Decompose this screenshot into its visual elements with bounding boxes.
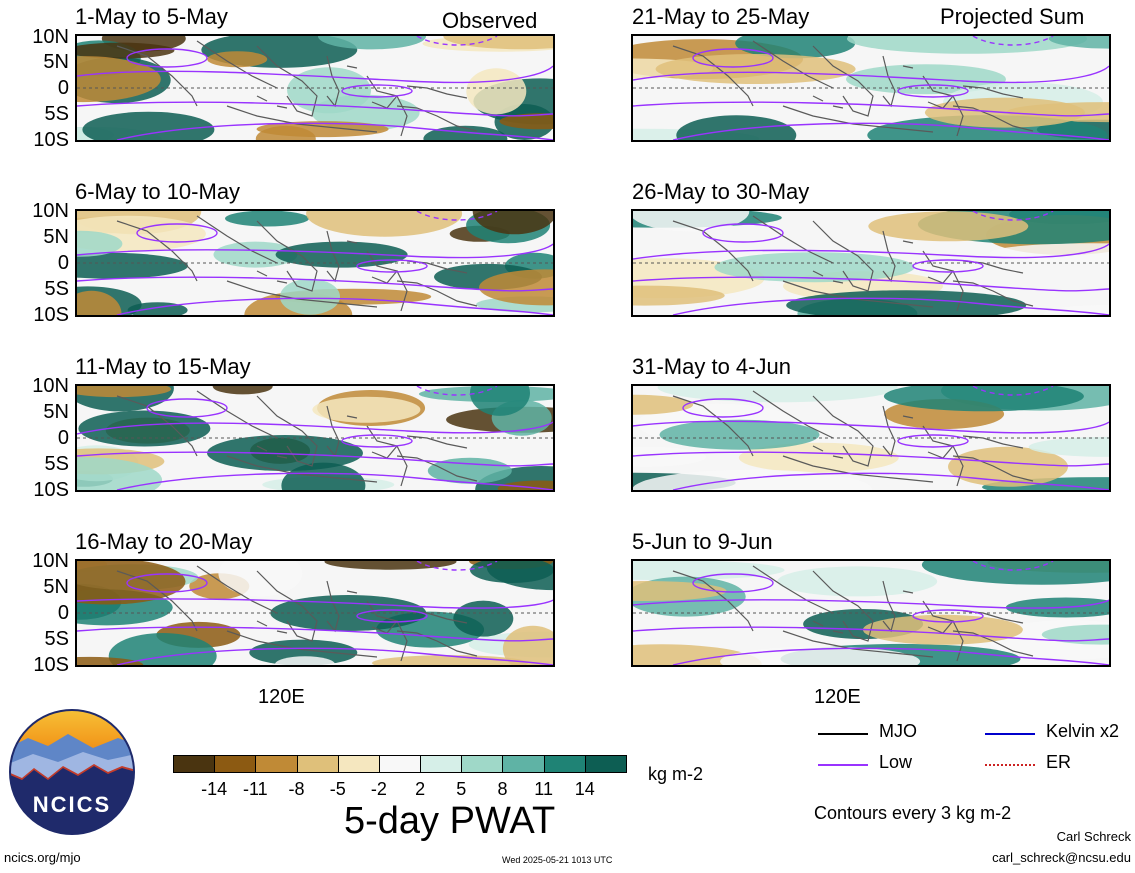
footer-email: carl_schreck@ncsu.edu [992, 850, 1131, 865]
lon-label-right: 120E [814, 686, 861, 708]
colorbar-label: -14 [201, 779, 228, 799]
colorbar-swatch [296, 755, 339, 773]
lat-tick-5n: 5N [43, 401, 69, 423]
map-field [633, 36, 1109, 140]
footer-timestamp: Wed 2025-05-21 1013 UTC [502, 855, 613, 865]
colorbar-swatch [173, 755, 216, 773]
lat-tick-0: 0 [57, 427, 69, 449]
map-panel-3 [75, 384, 555, 492]
colorbar-label: 11 [534, 779, 553, 799]
panel-title-3: 11-May to 15-May [75, 354, 251, 379]
colorbar-swatch [214, 755, 257, 773]
lat-tick-5s: 5S [44, 103, 69, 125]
legend-line-mjo [818, 733, 868, 735]
lat-tick-5s: 5S [44, 278, 69, 300]
map-field [633, 561, 1109, 665]
colorbar-label: -8 [288, 779, 305, 799]
projected-sum-label: Projected Sum [940, 4, 1085, 29]
lat-tick-0: 0 [57, 252, 69, 274]
ncics-logo-text: NCICS [33, 792, 111, 817]
lat-tick-10s: 10S [33, 654, 69, 676]
legend-label-mjo: MJO [879, 721, 917, 741]
colorbar-units: kg m-2 [648, 764, 704, 784]
map-field [77, 386, 553, 490]
panel-title-1: 1-May to 5-May [75, 4, 228, 29]
lat-tick-5n: 5N [43, 576, 69, 598]
lat-tick-5n: 5N [43, 226, 69, 248]
map-field [77, 36, 553, 140]
footer-url: ncics.org/mjo [4, 850, 81, 865]
colorbar-label: 5 [456, 779, 467, 799]
map-panel-1 [75, 34, 555, 142]
lat-tick-5s: 5S [44, 628, 69, 650]
colorbar-swatch [502, 755, 545, 773]
observed-label: Observed [442, 8, 538, 33]
colorbar-label: -2 [370, 779, 387, 799]
colorbar-swatch [584, 755, 627, 773]
lat-tick-10n: 10N [32, 550, 69, 572]
lat-tick-10s: 10S [33, 479, 69, 501]
colorbar-swatch [543, 755, 586, 773]
panel-title-2: 6-May to 10-May [75, 179, 241, 204]
lat-tick-5s: 5S [44, 453, 69, 475]
map-panel-8 [631, 559, 1111, 667]
colorbar-label: 8 [497, 779, 508, 799]
panel-title-7: 31-May to 4-Jun [632, 354, 791, 379]
legend-line-er [985, 764, 1035, 766]
legend-line-low [818, 764, 868, 766]
map-panel-2 [75, 209, 555, 317]
colorbar-swatch [420, 755, 463, 773]
map-field [77, 211, 553, 315]
panel-title-6: 26-May to 30-May [632, 179, 810, 204]
panel-title-4: 16-May to 20-May [75, 529, 253, 554]
map-field [633, 211, 1109, 315]
colorbar-label: 14 [574, 779, 595, 799]
colorbar-label: -11 [243, 779, 268, 799]
colorbar-title: 5-day PWAT [344, 800, 556, 842]
map-field [633, 386, 1109, 490]
lat-tick-10n: 10N [32, 375, 69, 397]
lat-tick-0: 0 [57, 77, 69, 99]
panel-title-8: 5-Jun to 9-Jun [632, 529, 773, 554]
footer-author: Carl Schreck [1056, 829, 1131, 844]
contour-note: Contours every 3 kg m-2 [814, 803, 1012, 823]
legend-label-er: ER [1046, 752, 1072, 772]
lat-tick-10n: 10N [32, 26, 69, 48]
legend-line-kelvin [985, 733, 1035, 735]
ncics-logo: NCICS [8, 708, 136, 836]
panel-title-5: 21-May to 25-May [632, 4, 810, 29]
lon-label-left: 120E [258, 686, 305, 708]
colorbar-label: 2 [415, 779, 426, 799]
colorbar-label: -5 [329, 779, 346, 799]
map-panel-4 [75, 559, 555, 667]
lat-tick-10s: 10S [33, 129, 69, 151]
map-panel-5 [631, 34, 1111, 142]
lat-tick-0: 0 [57, 602, 69, 624]
colorbar-swatch [461, 755, 504, 773]
colorbar: -14 -11 -8 -5 -2 2 5 8 11 14 [173, 755, 627, 805]
lat-tick-5n: 5N [43, 51, 69, 73]
map-panel-6 [631, 209, 1111, 317]
colorbar-swatch [337, 755, 380, 773]
colorbar-swatch [378, 755, 422, 773]
lat-tick-10n: 10N [32, 200, 69, 222]
map-panel-7 [631, 384, 1111, 492]
colorbar-swatch [255, 755, 298, 773]
legend-label-low: Low [879, 752, 913, 772]
legend-label-kelvin: Kelvin x2 [1046, 721, 1120, 741]
map-field [77, 561, 553, 665]
lat-tick-10s: 10S [33, 304, 69, 326]
